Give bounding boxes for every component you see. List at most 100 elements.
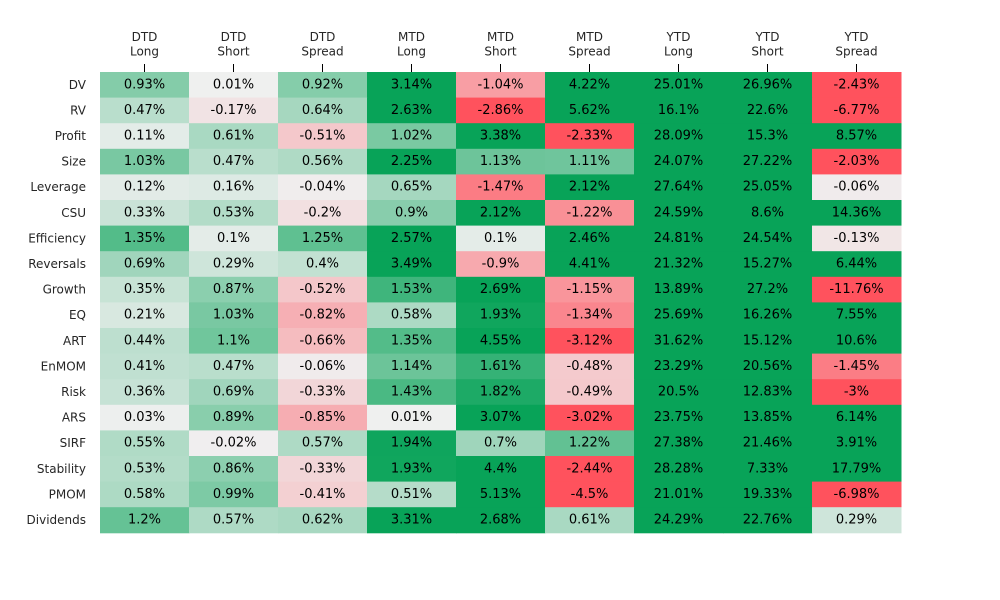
heatmap-cell [100, 353, 190, 380]
cell-value-label: -0.04% [300, 180, 346, 195]
heatmap-cell [189, 404, 279, 431]
heatmap-cell [278, 148, 368, 175]
heatmap-cell [812, 225, 902, 252]
heatmap-cell [456, 302, 546, 329]
column-label: YTD Spread [835, 30, 877, 59]
row-label: Growth [43, 283, 86, 297]
heatmap-cell [278, 97, 368, 124]
cell-value-label: 16.26% [743, 308, 793, 323]
heatmap-cell [189, 72, 279, 99]
cell-value-label: 6.44% [836, 257, 877, 272]
cell-value-label: 0.35% [124, 282, 165, 297]
heatmap-cell [367, 97, 457, 124]
cell-value-label: -0.17% [211, 103, 257, 118]
column-labels: DTD Long DTD Short DTD Spread MTD Long MTD Short M… [130, 30, 878, 72]
heatmap-cell [278, 507, 368, 534]
heatmap-cell [367, 481, 457, 508]
cell-value-label: 25.01% [654, 77, 704, 92]
heatmap-cell [634, 251, 724, 278]
heatmap-cell [278, 123, 368, 150]
heatmap-cell [634, 430, 724, 457]
cell-value-label: 1.03% [124, 154, 165, 169]
heatmap-cell [812, 353, 902, 380]
heatmap-cell [545, 276, 635, 303]
heatmap-cell [278, 174, 368, 201]
heatmap-cell [723, 200, 813, 227]
cell-value-label: 1.93% [480, 308, 521, 323]
heatmap-cell [189, 276, 279, 303]
heatmap-cell [812, 507, 902, 534]
cell-value-label: 22.6% [747, 103, 788, 118]
cell-value-label: 4.41% [569, 257, 610, 272]
column-label: YTD Short [751, 30, 783, 59]
cell-value-label: 1.43% [391, 385, 432, 400]
heatmap-cell [367, 379, 457, 406]
heatmap-cell [278, 251, 368, 278]
cell-value-label: -6.98% [834, 487, 880, 502]
cell-value-label: 1.94% [391, 436, 432, 451]
cell-value-label: 0.29% [213, 257, 254, 272]
heatmap-cell [545, 72, 635, 99]
heatmap-cell [545, 507, 635, 534]
heatmap-cell [278, 404, 368, 431]
row-label: PMOM [49, 487, 86, 501]
cell-value-label: 0.86% [213, 461, 254, 476]
cell-value-label: -1.04% [478, 77, 524, 92]
cell-value-label: 1.1% [217, 333, 250, 348]
cell-value-label: -0.48% [567, 359, 613, 374]
cell-value-label: 0.92% [302, 77, 343, 92]
cell-value-label: -1.34% [567, 308, 613, 323]
cell-value-label: 0.11% [124, 129, 165, 144]
row-label: DV [69, 78, 87, 92]
column-label: DTD Short [217, 30, 249, 59]
cell-value-label: -1.47% [478, 180, 524, 195]
heatmap-cell [545, 148, 635, 175]
row-label: Reversals [28, 257, 86, 271]
cell-value-label: 1.22% [569, 436, 610, 451]
cell-value-label: 15.27% [743, 257, 793, 272]
cell-value-label: 7.55% [836, 308, 877, 323]
cell-value-label: -0.51% [300, 129, 346, 144]
cell-value-label: 24.59% [654, 205, 704, 220]
row-label: Leverage [30, 180, 86, 194]
row-label: Size [61, 155, 86, 169]
cell-value-label: -0.06% [300, 359, 346, 374]
heatmap-cell [189, 200, 279, 227]
heatmap-cell [100, 481, 190, 508]
heatmap-cell [100, 430, 190, 457]
cell-value-label: 28.09% [654, 129, 704, 144]
cell-value-label: 13.85% [743, 410, 793, 425]
heatmap-cell [189, 123, 279, 150]
heatmap-cell [100, 404, 190, 431]
heatmap-cell [100, 97, 190, 124]
heatmap-cell [100, 225, 190, 252]
cell-value-label: -1.15% [567, 282, 613, 297]
heatmap-cell [367, 174, 457, 201]
heatmap-cell [723, 72, 813, 99]
cell-value-label: 0.9% [395, 205, 428, 220]
heatmap-cell [723, 481, 813, 508]
heatmap-cell [456, 251, 546, 278]
heatmap-cell [545, 379, 635, 406]
cell-value-label: -3.02% [567, 410, 613, 425]
heatmap-cell [723, 328, 813, 355]
cell-value-label: 19.33% [743, 487, 793, 502]
heatmap-cell [723, 174, 813, 201]
heatmap-cell [723, 430, 813, 457]
heatmap-cell [723, 276, 813, 303]
cell-value-label: 0.62% [302, 513, 343, 528]
cell-value-label: 3.38% [480, 129, 521, 144]
heatmap-cell [367, 148, 457, 175]
heatmap-cell [545, 481, 635, 508]
heatmap-cell [634, 225, 724, 252]
cell-value-label: 2.12% [569, 180, 610, 195]
heatmap-cell [812, 97, 902, 124]
heatmap-cell [634, 456, 724, 483]
heatmap-cell [634, 379, 724, 406]
cell-value-label: 1.53% [391, 282, 432, 297]
cell-value-label: 0.16% [213, 180, 254, 195]
heatmap-cell [456, 148, 546, 175]
cell-value-label: 4.55% [480, 333, 521, 348]
cell-value-label: 0.89% [213, 410, 254, 425]
heatmap-cell [278, 353, 368, 380]
